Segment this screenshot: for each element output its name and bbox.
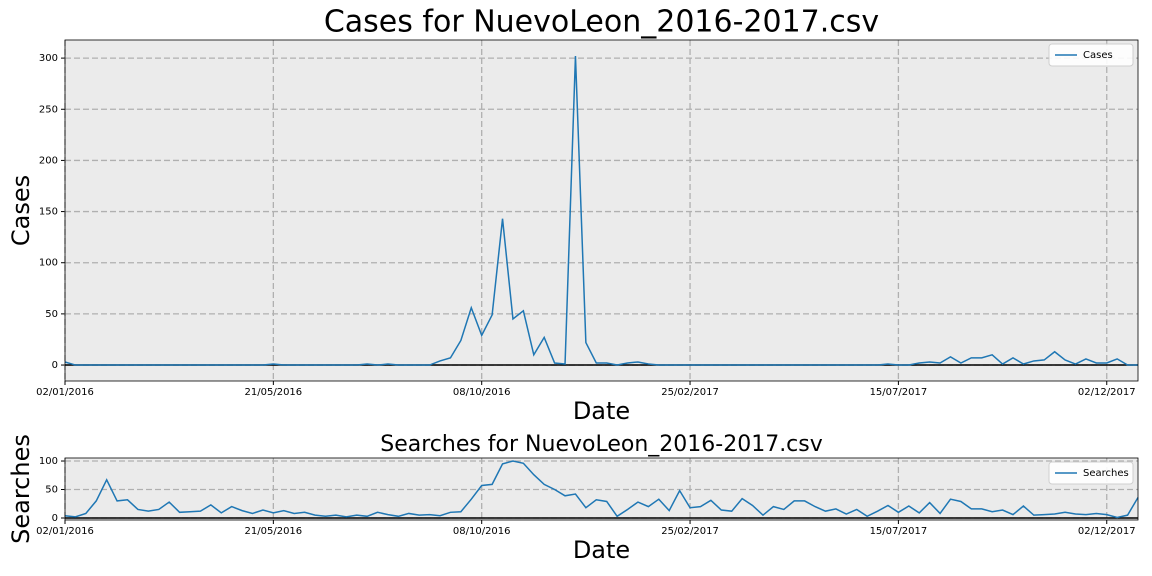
x-tick-label: 02/12/2017 — [1078, 387, 1136, 398]
y-tick-label: 250 — [39, 104, 58, 115]
y-tick-label: 0 — [52, 360, 58, 371]
legend-box — [1048, 461, 1134, 485]
chart-title: Searches for NuevoLeon_2016-2017.csv — [380, 432, 823, 457]
y-tick-label: 100 — [39, 456, 58, 467]
legend-label: Cases — [1083, 50, 1113, 61]
y-axis-label: Cases — [7, 175, 35, 246]
y-tick-label: 300 — [39, 53, 58, 64]
chart-title: Cases for NuevoLeon_2016-2017.csv — [324, 5, 879, 40]
x-tick-label: 08/10/2016 — [453, 387, 511, 398]
data-line — [64, 56, 1138, 366]
x-tick-label: 02/01/2016 — [36, 387, 94, 398]
y-axis-label: Searches — [7, 434, 35, 544]
x-tick-label: 15/07/2017 — [870, 526, 928, 537]
y-tick-label: 0 — [52, 513, 58, 524]
legend-label: Searches — [1083, 468, 1129, 479]
y-tick-label: 50 — [45, 485, 58, 496]
x-tick-label: 15/07/2017 — [870, 387, 928, 398]
x-tick-label: 21/05/2016 — [245, 526, 303, 537]
x-tick-label: 25/02/2017 — [661, 526, 719, 537]
x-tick-label: 21/05/2016 — [245, 387, 303, 398]
plot-frame — [64, 39, 1139, 382]
y-tick-label: 50 — [45, 309, 58, 320]
legend-box — [1048, 43, 1134, 67]
y-tick-label: 200 — [39, 155, 58, 166]
x-tick-label: 02/12/2017 — [1078, 526, 1136, 537]
x-tick-label: 25/02/2017 — [661, 387, 719, 398]
x-tick-label: 08/10/2016 — [453, 526, 511, 537]
data-line — [64, 460, 1139, 519]
x-axis-label: Date — [573, 536, 630, 564]
plot-frame — [64, 457, 1139, 521]
y-tick-label: 150 — [39, 207, 58, 218]
x-axis-label: Date — [573, 397, 630, 425]
x-tick-label: 02/01/2016 — [36, 526, 94, 537]
plot-area — [65, 40, 1138, 381]
y-tick-label: 100 — [39, 258, 58, 269]
